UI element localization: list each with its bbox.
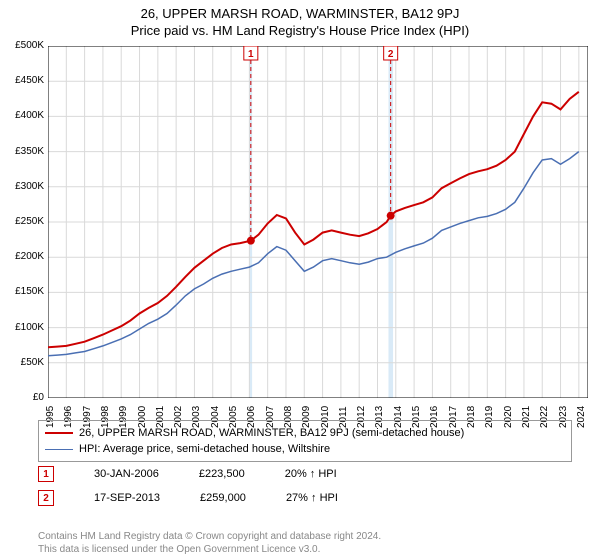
- legend-row-hpi: HPI: Average price, semi-detached house,…: [45, 441, 565, 457]
- legend-label-hpi: HPI: Average price, semi-detached house,…: [79, 443, 330, 455]
- chart-svg: 12: [48, 46, 588, 398]
- svg-text:2: 2: [388, 49, 394, 60]
- y-tick-label: £200K: [0, 251, 44, 262]
- sale-row-2: 2 17-SEP-2013 £259,000 27% ↑ HPI: [38, 490, 558, 506]
- sale-2-pct: 27% ↑ HPI: [286, 492, 338, 504]
- sale-marker-2-num: 2: [43, 493, 49, 504]
- y-tick-label: £350K: [0, 146, 44, 157]
- sale-row-1: 1 30-JAN-2006 £223,500 20% ↑ HPI: [38, 466, 558, 482]
- legend: 26, UPPER MARSH ROAD, WARMINSTER, BA12 9…: [38, 420, 572, 462]
- x-tick-label: 2024: [576, 406, 587, 428]
- legend-label-price-paid: 26, UPPER MARSH ROAD, WARMINSTER, BA12 9…: [79, 427, 464, 439]
- sale-1-price: £223,500: [199, 468, 245, 480]
- y-tick-label: £50K: [0, 357, 44, 368]
- chart-title-address: 26, UPPER MARSH ROAD, WARMINSTER, BA12 9…: [0, 0, 600, 21]
- sale-marker-1-num: 1: [43, 469, 49, 480]
- sale-marker-2: 2: [38, 490, 54, 506]
- y-tick-label: £500K: [0, 40, 44, 51]
- sale-2-price: £259,000: [200, 492, 246, 504]
- chart-container: 26, UPPER MARSH ROAD, WARMINSTER, BA12 9…: [0, 0, 600, 560]
- sale-1-date: 30-JAN-2006: [94, 468, 159, 480]
- sale-1-pct: 20% ↑ HPI: [285, 468, 337, 480]
- sale-2-date: 17-SEP-2013: [94, 492, 160, 504]
- copyright: Contains HM Land Registry data © Crown c…: [38, 531, 381, 556]
- copyright-line-1: Contains HM Land Registry data © Crown c…: [38, 531, 381, 544]
- y-tick-label: £150K: [0, 286, 44, 297]
- legend-row-price-paid: 26, UPPER MARSH ROAD, WARMINSTER, BA12 9…: [45, 425, 565, 441]
- plot-area: 12: [48, 46, 588, 398]
- legend-swatch-hpi: [45, 449, 73, 450]
- chart-title-sub: Price paid vs. HM Land Registry's House …: [0, 21, 600, 42]
- y-tick-label: £100K: [0, 322, 44, 333]
- copyright-line-2: This data is licensed under the Open Gov…: [38, 544, 381, 557]
- y-tick-label: £0: [0, 392, 44, 403]
- sale-marker-1: 1: [38, 466, 54, 482]
- svg-text:1: 1: [248, 49, 254, 60]
- y-tick-label: £250K: [0, 216, 44, 227]
- y-tick-label: £300K: [0, 181, 44, 192]
- y-tick-label: £400K: [0, 110, 44, 121]
- y-tick-label: £450K: [0, 75, 44, 86]
- legend-swatch-price-paid: [45, 432, 73, 434]
